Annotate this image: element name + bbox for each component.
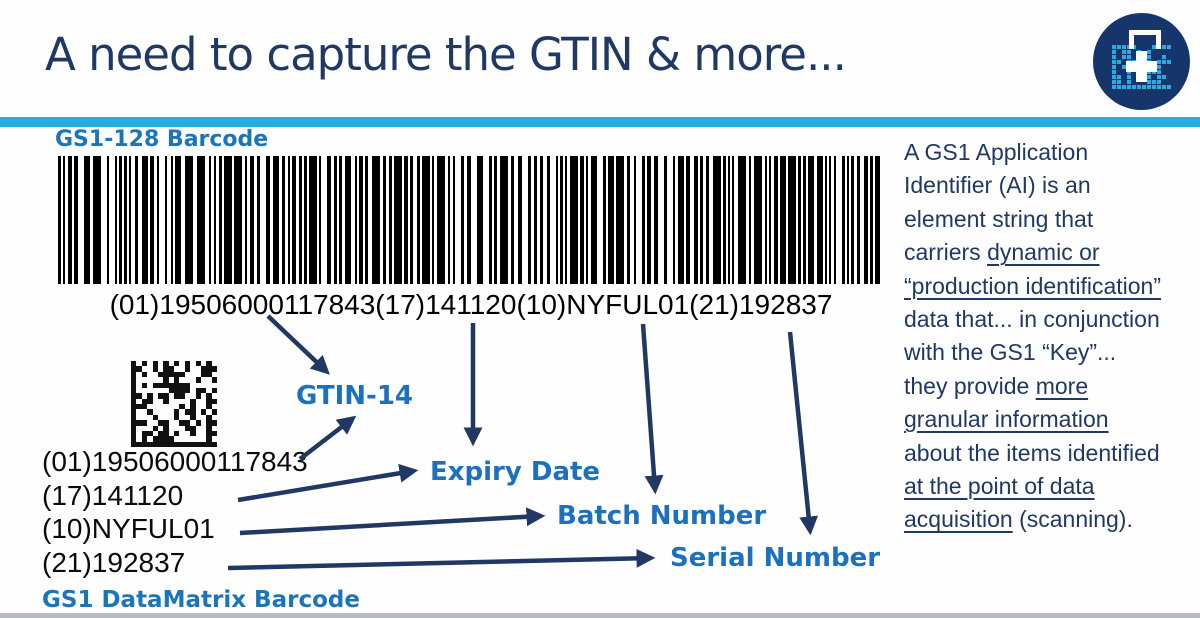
text-segment: data that... in conjunction with the GS1… — [904, 306, 1160, 399]
page-title: A need to capture the GTIN & more... — [45, 28, 847, 81]
ai-line-batch: (10)NYFUL01 — [42, 513, 215, 544]
callout-serial-number: Serial Number — [670, 543, 881, 573]
text-segment: about the items identified — [904, 439, 1160, 466]
arrow-barcode-to-gtin — [266, 314, 330, 375]
arrow-barcode-to-serial — [787, 331, 819, 536]
header-accent-bar — [0, 117, 1200, 127]
gs1-128-barcode — [58, 156, 884, 284]
arrow-barcode-to-batch — [640, 323, 664, 495]
case-handle — [1129, 30, 1161, 49]
callout-gtin-14: GTIN-14 — [296, 381, 414, 411]
gs1-128-barcode-label: GS1-128 Barcode — [55, 127, 269, 152]
ai-line-expiry: (17)141120 — [42, 480, 184, 511]
arrow-list-to-serial — [227, 548, 656, 571]
ai-line-gtin: (01)19506000117843 — [42, 446, 308, 477]
callout-batch-number: Batch Number — [557, 501, 767, 531]
ai-line-serial: (21)192837 — [42, 547, 186, 578]
gs1-datamatrix-barcode-label: GS1 DataMatrix Barcode — [42, 587, 360, 613]
callout-expiry-date: Expiry Date — [430, 457, 601, 487]
arrow-list-to-gtin — [298, 415, 357, 461]
medical-cross-icon — [1136, 51, 1147, 82]
text-segment: (scanning). — [1012, 506, 1133, 533]
arrow-list-to-batch — [239, 507, 546, 536]
underlined-text-segment: dynamic or “production identification” — [904, 239, 1161, 299]
footer-bar — [0, 613, 1200, 618]
datamatrix-medical-case-icon — [1093, 13, 1190, 110]
sidebar-explainer-text: A GS1 Application Identifier (AI) is an … — [904, 136, 1166, 537]
text-segment: A GS1 Application Identifier (AI) is an … — [904, 139, 1094, 266]
underlined-text-segment: more granular information — [904, 372, 1109, 433]
underlined-text-segment: at the point of data acquisition — [904, 473, 1095, 533]
barcode-human-readable-text: (01)19506000117843(17)141120(10)NYFUL01(… — [109, 289, 833, 320]
datamatrix-barcode — [131, 361, 217, 447]
